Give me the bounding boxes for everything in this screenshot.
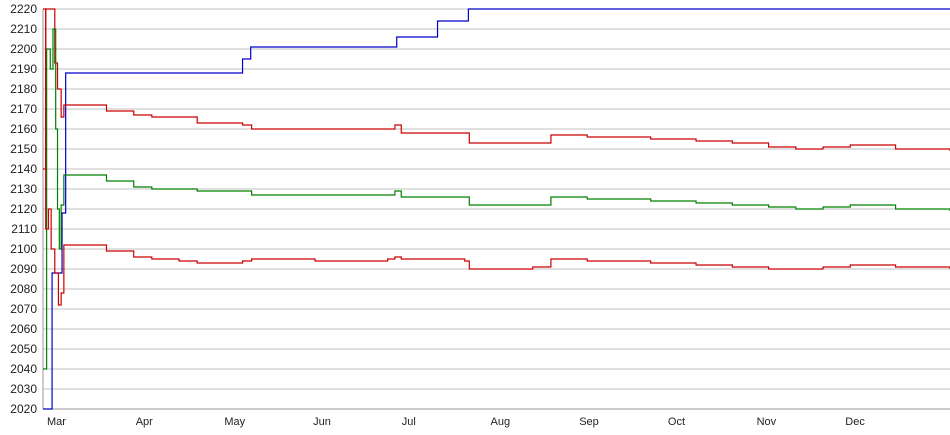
x-tick-label: Dec xyxy=(845,416,865,428)
x-tick-label: Jul xyxy=(402,416,416,428)
y-tick-label: 2060 xyxy=(10,322,37,336)
series-line-3 xyxy=(43,28,950,370)
x-tick-label: May xyxy=(224,416,245,428)
y-tick-label: 2200 xyxy=(10,42,37,56)
y-tick-label: 2040 xyxy=(10,362,37,376)
y-tick-label: 2190 xyxy=(10,62,37,76)
series-line-2 xyxy=(43,8,950,170)
y-tick-label: 2030 xyxy=(10,382,37,396)
x-tick-label: Oct xyxy=(668,416,685,428)
x-tick-label: Sep xyxy=(579,416,599,428)
y-tick-label: 2120 xyxy=(10,202,37,216)
series-line-1 xyxy=(43,8,950,410)
y-tick-label: 2100 xyxy=(10,242,37,256)
y-tick-label: 2110 xyxy=(11,222,37,236)
y-tick-label: 2020 xyxy=(10,402,37,416)
x-tick-label: Nov xyxy=(757,416,777,428)
y-tick-label: 2170 xyxy=(10,102,37,116)
y-tick-label: 2050 xyxy=(10,342,37,356)
y-tick-label: 2080 xyxy=(10,282,37,296)
x-tick-label: Apr xyxy=(136,416,153,428)
y-tick-label: 2090 xyxy=(10,262,37,276)
y-tick-label: 2140 xyxy=(10,162,37,176)
x-tick-label: Mar xyxy=(47,416,66,428)
y-tick-label: 2210 xyxy=(10,22,37,36)
y-tick-label: 2150 xyxy=(10,142,37,156)
y-tick-label: 2160 xyxy=(10,122,37,136)
y-tick-label: 2220 xyxy=(10,2,37,16)
x-tick-label: Jun xyxy=(313,416,331,428)
y-tick-label: 2070 xyxy=(10,302,37,316)
y-tick-label: 2130 xyxy=(10,182,37,196)
x-tick-label: Aug xyxy=(491,416,511,428)
series-line-4 xyxy=(43,8,950,306)
y-tick-label: 2180 xyxy=(10,82,37,96)
